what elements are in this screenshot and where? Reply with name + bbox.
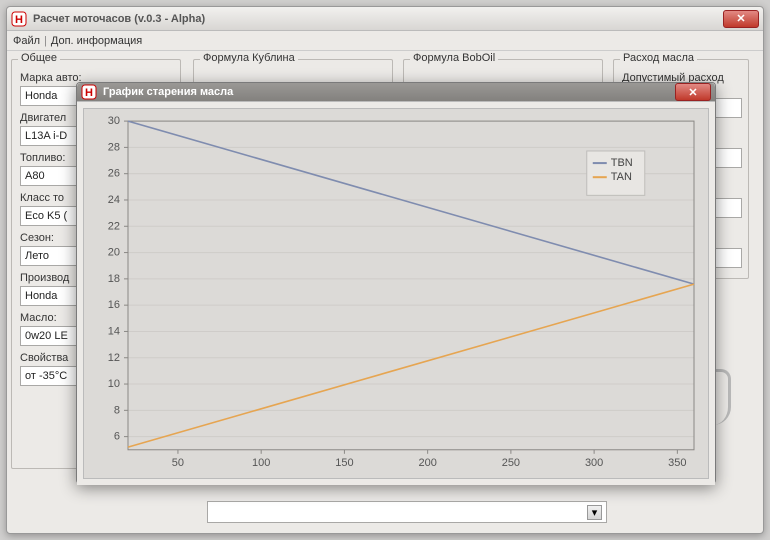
main-close-button[interactable]: ✕ bbox=[723, 10, 759, 28]
group-boboil-legend: Формула BobOil bbox=[410, 52, 498, 64]
svg-text:22: 22 bbox=[108, 220, 120, 232]
svg-text:H: H bbox=[15, 14, 23, 26]
chart-svg: 6 8 10 12 14 16 18 20 22 24 26 28 30 50 100 150 200 250 30… bbox=[84, 109, 708, 478]
chevron-down-icon: ▾ bbox=[587, 505, 602, 520]
menu-file[interactable]: Файл bbox=[13, 35, 40, 47]
dialog-titlebar[interactable]: H График старения масла ✕ bbox=[77, 83, 715, 102]
svg-text:30: 30 bbox=[108, 115, 120, 127]
svg-text:28: 28 bbox=[108, 141, 120, 153]
svg-text:16: 16 bbox=[108, 299, 120, 311]
dialog-title: График старения масла bbox=[103, 86, 675, 98]
svg-text:250: 250 bbox=[502, 457, 520, 469]
menubar: Файл | Доп. информация bbox=[7, 31, 763, 51]
svg-text:18: 18 bbox=[108, 273, 120, 285]
group-kublin-legend: Формула Кублина bbox=[200, 52, 298, 64]
svg-text:26: 26 bbox=[108, 168, 120, 180]
svg-text:300: 300 bbox=[585, 457, 603, 469]
svg-text:12: 12 bbox=[108, 352, 120, 364]
svg-text:TBN: TBN bbox=[611, 157, 633, 169]
svg-text:TAN: TAN bbox=[611, 171, 632, 183]
dialog-close-button[interactable]: ✕ bbox=[675, 83, 711, 101]
group-oil-legend: Расход масла bbox=[620, 52, 697, 64]
main-title: Расчет моточасов (v.0.3 - Alpha) bbox=[33, 13, 723, 25]
svg-text:24: 24 bbox=[108, 194, 120, 206]
svg-text:100: 100 bbox=[252, 457, 270, 469]
menu-info[interactable]: Доп. информация bbox=[51, 35, 142, 47]
svg-text:50: 50 bbox=[172, 457, 184, 469]
svg-text:20: 20 bbox=[108, 247, 120, 259]
svg-text:150: 150 bbox=[335, 457, 353, 469]
main-titlebar[interactable]: H Расчет моточасов (v.0.3 - Alpha) ✕ bbox=[7, 7, 763, 31]
close-icon: ✕ bbox=[688, 86, 697, 99]
group-general-legend: Общее bbox=[18, 52, 60, 64]
svg-text:10: 10 bbox=[108, 378, 120, 390]
svg-text:6: 6 bbox=[114, 431, 120, 443]
svg-text:8: 8 bbox=[114, 404, 120, 416]
svg-text:350: 350 bbox=[668, 457, 686, 469]
chart-plot: 6 8 10 12 14 16 18 20 22 24 26 28 30 50 100 150 200 250 30… bbox=[83, 108, 709, 479]
close-icon: ✕ bbox=[736, 12, 745, 25]
dialog-app-icon: H bbox=[81, 84, 97, 100]
bottom-combo[interactable]: ▾ bbox=[207, 501, 607, 523]
app-icon: H bbox=[11, 11, 27, 27]
svg-text:14: 14 bbox=[108, 325, 120, 337]
chart-dialog: H График старения масла ✕ 6 8 10 12 14 16 18 20… bbox=[76, 82, 716, 484]
svg-text:H: H bbox=[85, 87, 93, 99]
chart-body: 6 8 10 12 14 16 18 20 22 24 26 28 30 50 100 150 200 250 30… bbox=[77, 102, 715, 485]
menu-separator: | bbox=[44, 35, 47, 47]
svg-text:200: 200 bbox=[418, 457, 436, 469]
